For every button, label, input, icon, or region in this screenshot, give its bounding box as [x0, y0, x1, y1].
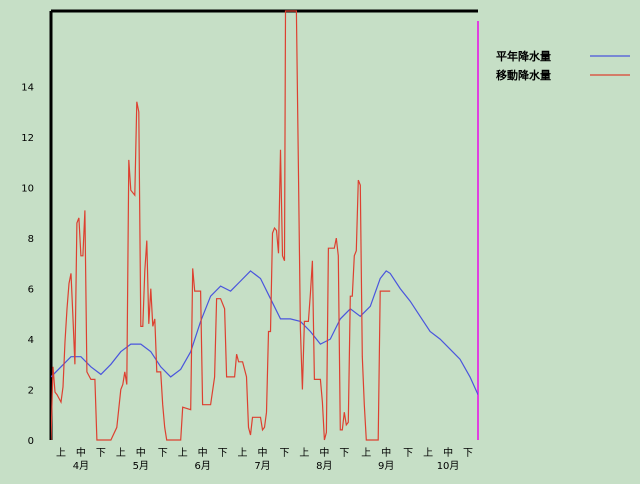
x-tick-label: 上 [423, 447, 433, 459]
x-tick-label: 上 [56, 447, 66, 459]
x-tick-label: 下 [463, 448, 473, 459]
axes [49, 9, 479, 440]
x-tick-label: 下 [158, 448, 168, 459]
y-tick-label: 12 [21, 133, 34, 144]
x-tick-label: 上 [116, 447, 126, 459]
month-label: 5月 [133, 460, 149, 472]
y-tick-label: 0 [28, 436, 34, 447]
x-tick-label: 下 [96, 448, 106, 459]
month-label: 8月 [316, 460, 332, 472]
month-label: 6月 [194, 460, 210, 472]
series-line-normal [51, 270, 478, 395]
y-tick-label: 14 [21, 83, 34, 94]
x-tick-label: 上 [238, 447, 248, 459]
x-tick-label: 中 [319, 446, 329, 459]
y-tick-label: 4 [28, 335, 34, 346]
month-label: 4月 [73, 460, 89, 472]
month-label: 10月 [437, 460, 460, 472]
x-tick-label: 下 [279, 448, 289, 459]
y-tick-label: 2 [28, 386, 34, 397]
y-tick-label: 6 [28, 285, 34, 296]
x-tick-label: 上 [178, 447, 188, 459]
x-tick-label: 中 [136, 446, 146, 459]
legend-label: 平年降水量 [496, 49, 551, 63]
x-tick-label: 下 [403, 448, 413, 459]
x-tick-label: 中 [258, 446, 268, 459]
y-tick-label: 10 [21, 184, 34, 195]
month-label: 9月 [378, 460, 394, 472]
series-line-moving [51, 10, 391, 441]
month-label: 7月 [254, 460, 270, 472]
y-tick-label: 8 [28, 234, 34, 245]
legend-label: 移動降水量 [496, 68, 551, 82]
x-tick-label: 中 [76, 446, 86, 459]
series-lines [51, 10, 478, 441]
x-tick-label: 上 [361, 447, 371, 459]
x-tick-label: 中 [381, 446, 391, 459]
tick-labels: 02468101214上中下上中下上中下上中下上中下上中下上中下4月 5月 6月 7月… [21, 83, 473, 472]
x-tick-label: 中 [198, 446, 208, 459]
x-tick-label: 下 [218, 448, 228, 459]
x-tick-label: 中 [443, 446, 453, 459]
x-tick-label: 上 [299, 447, 309, 459]
x-tick-label: 下 [339, 448, 349, 459]
